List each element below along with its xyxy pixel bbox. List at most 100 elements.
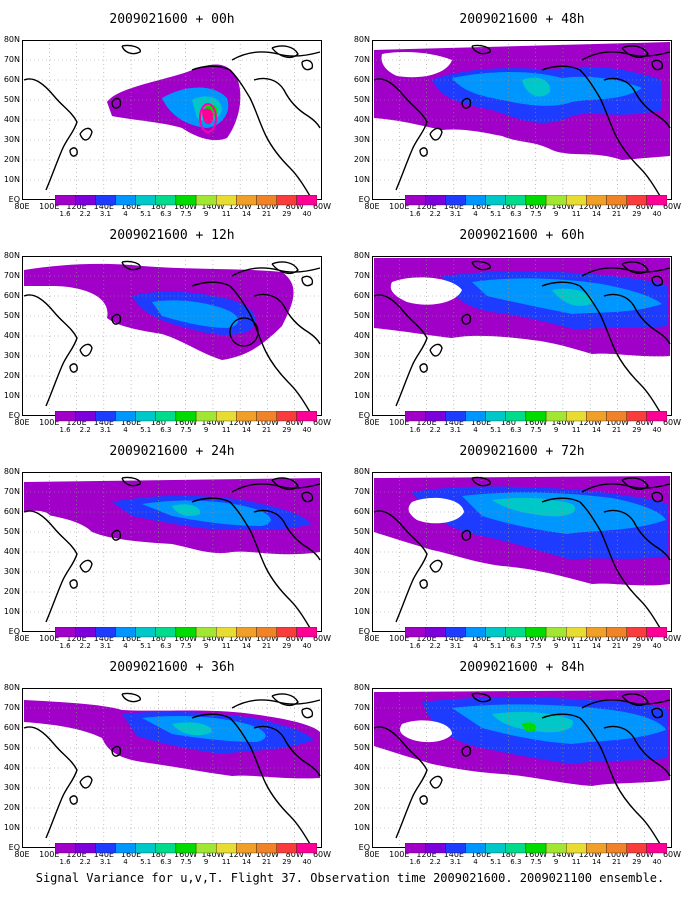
colorbar-swatch xyxy=(566,842,587,854)
longitude-label: 160E xyxy=(470,850,492,859)
colorbar-label: 21 xyxy=(612,858,621,866)
latitude-label: 30N xyxy=(353,135,370,144)
colorbar-swatch xyxy=(115,842,136,854)
longitude-label: 100E xyxy=(389,850,410,859)
latitude-label: 10N xyxy=(3,175,20,184)
colorbar-label: 21 xyxy=(262,642,271,650)
longitude-label: 80W xyxy=(635,850,654,859)
longitude-label: 80E xyxy=(14,202,30,211)
latitude-label: 10N xyxy=(353,175,370,184)
colorbar-label: 3.1 xyxy=(450,642,461,650)
variance-contour-fill xyxy=(492,497,576,517)
colorbar-label: 21 xyxy=(612,210,621,218)
colorbar-swatch xyxy=(545,626,567,638)
colorbar-label: 7.5 xyxy=(180,858,191,866)
longitude-label: 120W xyxy=(578,418,602,427)
colorbar-label: 6.3 xyxy=(510,426,521,434)
colorbar-label: 9 xyxy=(554,210,558,218)
longitude-label: 120W xyxy=(228,418,252,427)
panel-title-36h: 2009021600 + 36h xyxy=(109,660,235,675)
observation-region-outline xyxy=(229,317,259,347)
colorbar-swatch xyxy=(586,194,607,206)
latitude-label: 70N xyxy=(3,271,20,280)
colorbar-swatch xyxy=(545,410,567,422)
colorbar-label: 14 xyxy=(592,858,601,866)
colorbar-label: 14 xyxy=(592,642,601,650)
longitude-label: 80W xyxy=(285,418,304,427)
latitude-label: 30N xyxy=(3,783,20,792)
colorbar-swatch xyxy=(296,410,318,422)
panel-title-84h: 2009021600 + 84h xyxy=(459,660,585,675)
figure-caption: Signal Variance for u,v,T. Flight 37. Ob… xyxy=(35,871,665,885)
latitude-label: 40N xyxy=(353,331,370,340)
variance-contour-fill xyxy=(152,300,239,328)
latitude-label: 40N xyxy=(353,115,370,124)
map-panel-48h: 80N 70N 60N 50N 40N 30N 20N 10N EQ 80E 100E 120E 140… xyxy=(354,35,681,211)
colorbar-swatch xyxy=(425,194,446,206)
colorbar-label: 6.3 xyxy=(510,210,521,218)
colorbar-swatch xyxy=(586,410,607,422)
longitude-label: 160W xyxy=(524,634,548,643)
colorbar-label: 6.3 xyxy=(160,426,171,434)
longitude-label: 140E xyxy=(443,634,464,643)
latitude-label: 80N xyxy=(353,683,370,692)
colorbar-swatch xyxy=(276,842,297,854)
colorbar-label: 9 xyxy=(554,858,558,866)
colorbar-swatch xyxy=(216,410,237,422)
longitude-label: 160E xyxy=(120,418,142,427)
colorbar-swatch xyxy=(485,410,506,422)
colorbar-swatch xyxy=(485,626,506,638)
longitude-label: 120E xyxy=(66,850,87,859)
latitude-label: 60N xyxy=(3,291,20,300)
longitude-label: 60W xyxy=(312,202,332,211)
latitude-label: 50N xyxy=(353,527,370,536)
colorbar-label: 29 xyxy=(282,858,291,866)
colorbar-swatch xyxy=(195,842,217,854)
latitude-label: 50N xyxy=(3,743,20,752)
panel-title-24h: 2009021600 + 24h xyxy=(109,444,235,459)
colorbar-swatch xyxy=(155,410,177,422)
latitude-label: 60N xyxy=(353,291,370,300)
longitude-label: 60W xyxy=(312,850,332,859)
colorbar-label: 40 xyxy=(652,210,661,218)
latitude-label: 10N xyxy=(3,823,20,832)
colorbar-label: 1.6 xyxy=(410,642,422,650)
colorbar-label: 3.1 xyxy=(100,426,111,434)
latitude-label: 80N xyxy=(353,467,370,476)
longitude-label: 120E xyxy=(416,418,437,427)
latitude-label: 10N xyxy=(353,607,370,616)
latitude-label: 80N xyxy=(353,251,370,260)
colorbar-label: 4 xyxy=(473,642,478,650)
colorbar-label: 7.5 xyxy=(180,642,191,650)
longitude-label: 140W xyxy=(551,418,575,427)
longitude-label: 100E xyxy=(389,418,410,427)
colorbar-swatch xyxy=(525,626,547,638)
longitude-label: 120W xyxy=(578,850,602,859)
longitude-label: 160W xyxy=(174,850,198,859)
longitude-label: 60W xyxy=(662,634,682,643)
colorbar-24h: 1.6 2.2 3.1 4 5.1 6.3 7.5 9 11 14 21 29 40 xyxy=(54,626,318,653)
colorbar-swatch xyxy=(115,194,136,206)
longitude-label: 180 xyxy=(150,418,166,427)
colorbar-swatch xyxy=(646,842,668,854)
colorbar-label: 29 xyxy=(282,210,291,218)
colorbar-label: 14 xyxy=(242,210,251,218)
colorbar-swatch xyxy=(646,194,668,206)
below-threshold-region xyxy=(400,720,452,743)
latitude-label: 80N xyxy=(3,467,20,476)
colorbar-label: 14 xyxy=(242,642,251,650)
colorbar-swatch xyxy=(296,194,318,206)
colorbar-swatch xyxy=(155,842,177,854)
colorbar-label: 1.6 xyxy=(60,210,72,218)
latitude-label: 30N xyxy=(353,567,370,576)
colorbar-label: 4 xyxy=(123,642,128,650)
colorbar-label: 6.3 xyxy=(160,642,171,650)
longitude-label: 160E xyxy=(120,202,142,211)
longitude-label: 100W xyxy=(255,418,280,427)
latitude-label: 40N xyxy=(353,763,370,772)
colorbar-swatch xyxy=(195,626,217,638)
colorbar-label: 2.2 xyxy=(430,858,441,866)
colorbar-36h: 1.6 2.2 3.1 4 5.1 6.3 7.5 9 11 14 21 29 40 xyxy=(54,842,318,869)
map-panel-60h: 80N 70N 60N 50N 40N 30N 20N 10N EQ 80E 100E 120E 140… xyxy=(354,251,681,427)
colorbar-swatch xyxy=(425,842,446,854)
